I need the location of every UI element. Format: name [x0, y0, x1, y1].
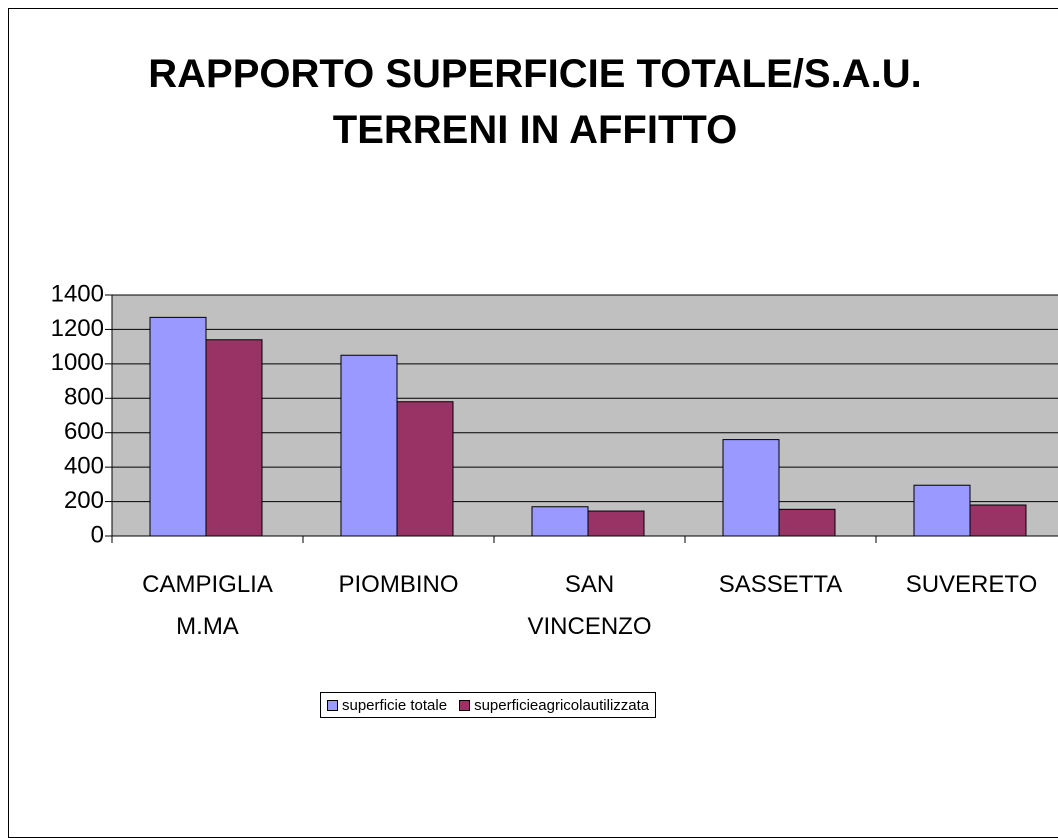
bar: [723, 440, 779, 536]
bar: [397, 402, 453, 536]
x-tick-label: PIOMBINO: [309, 564, 489, 606]
x-tick-label: SASSETTA: [691, 564, 871, 606]
legend-item: superficie totale: [327, 697, 447, 714]
x-tick-label: SUVERETO: [882, 564, 1058, 606]
legend: superficie totale superficieagricolautili…: [320, 692, 656, 718]
bar: [588, 511, 644, 536]
bar: [206, 340, 262, 536]
legend-label: superficieagricolautilizzata: [474, 697, 649, 714]
page: {"chart_data": {"type": "bar", "title": …: [0, 0, 1058, 800]
y-tick-label: 1400: [51, 280, 104, 307]
y-tick-label: 200: [64, 487, 104, 514]
bar: [150, 317, 206, 536]
bar: [341, 355, 397, 536]
y-tick-label: 1000: [51, 349, 104, 376]
legend-swatch: [459, 700, 470, 711]
x-tick-label: SAN VINCENZO: [500, 564, 680, 648]
y-tick-label: 600: [64, 418, 104, 445]
bar: [914, 485, 970, 536]
bar: [970, 505, 1026, 536]
x-tick-label: CAMPIGLIA M.MA: [118, 564, 298, 648]
y-tick-label: 800: [64, 384, 104, 411]
y-tick-label: 400: [64, 452, 104, 479]
y-tick-label: 1200: [51, 315, 104, 342]
legend-item: superficieagricolautilizzata: [459, 697, 649, 714]
bar: [779, 509, 835, 536]
y-tick-label: 0: [91, 521, 104, 548]
bar: [532, 507, 588, 536]
legend-swatch: [327, 700, 338, 711]
chart: 0 200 400 600 800 1000 1200 1400: [0, 0, 1058, 800]
legend-label: superficie totale: [342, 697, 447, 714]
